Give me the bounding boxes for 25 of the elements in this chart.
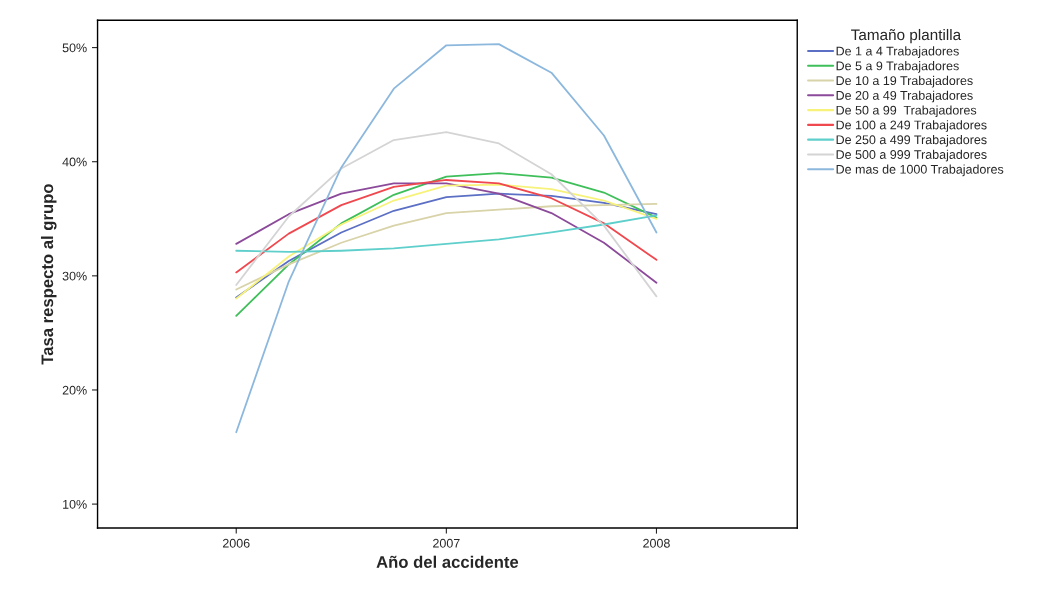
- legend-label: De mas de 1000 Trabajadores: [836, 164, 1004, 177]
- line-series: [235, 172, 658, 317]
- line-series: [235, 43, 658, 434]
- legend-label: De 50 a 99 Trabajadores: [836, 105, 977, 118]
- legend-label: De 10 a 19 Trabajadores: [836, 75, 973, 88]
- x-axis-title: Año del accidente: [376, 555, 519, 568]
- line-series: [235, 203, 658, 291]
- legend-label: De 5 a 9 Trabajadores: [836, 61, 959, 73]
- line-series: [235, 131, 658, 298]
- y-tick-label: 50%: [62, 43, 87, 53]
- legend-label: De 250 a 499 Trabajadores: [836, 134, 987, 147]
- legend-label: De 100 a 249 Trabajadores: [836, 120, 987, 132]
- x-tick-label: 2008: [643, 538, 670, 548]
- y-tick-label: 40%: [62, 157, 87, 167]
- legend-title: Tamaño plantilla: [851, 28, 962, 44]
- x-tick-label: 2006: [222, 538, 250, 548]
- legend-label: De 1 a 4 Trabajadores: [836, 46, 959, 58]
- legend-label: De 20 a 49 Trabajadores: [836, 90, 973, 103]
- y-tick-label: 30%: [62, 271, 87, 281]
- legend-label: De 500 a 999 Trabajadores: [836, 149, 987, 162]
- y-axis-title: Tasa respecto al grupo: [40, 184, 57, 365]
- x-tick-label: 2007: [433, 538, 460, 548]
- y-tick-label: 20%: [62, 385, 87, 395]
- line-series: [235, 214, 658, 253]
- y-tick-label: 10%: [63, 499, 87, 509]
